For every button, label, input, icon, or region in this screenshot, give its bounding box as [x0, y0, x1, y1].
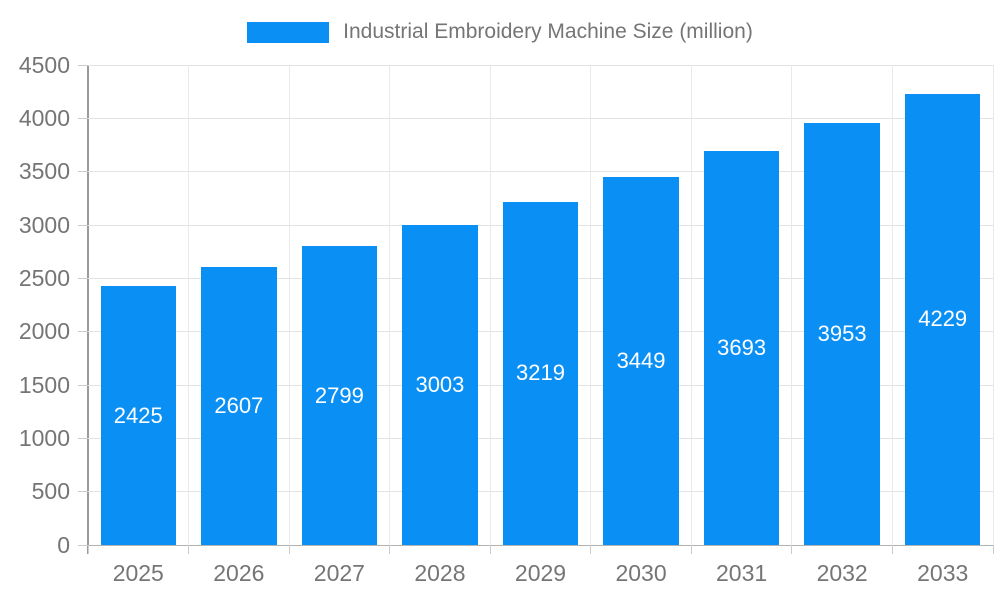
- y-axis-tick-label: 0: [57, 531, 70, 558]
- x-gridline: [288, 65, 290, 545]
- x-gridline: [389, 65, 391, 545]
- x-axis-tick-label: 2032: [816, 560, 868, 586]
- bar-value-label: 4229: [918, 306, 968, 332]
- x-axis-tick-label: 2030: [615, 560, 667, 586]
- y-gridline: [88, 171, 993, 173]
- bar-2030: 3449: [603, 177, 679, 545]
- x-gridline: [188, 65, 190, 545]
- x-axis-tick-label: 2033: [917, 560, 969, 586]
- bar-2031: 3693: [703, 151, 780, 545]
- y-axis-tick: [78, 437, 88, 439]
- y-axis-tick: [78, 64, 88, 66]
- x-axis-tick: [891, 545, 893, 554]
- x-axis-tick: [188, 545, 190, 554]
- y-axis-tick: [78, 117, 88, 119]
- x-axis-tick-label: 2026: [213, 560, 265, 586]
- bar-2029: 3219: [502, 201, 579, 545]
- x-axis-tick: [791, 545, 793, 554]
- y-axis-tick-label: 1500: [18, 371, 70, 398]
- bar-2027: 2799: [301, 246, 378, 545]
- y-gridline: [88, 117, 993, 119]
- y-axis-tick-label: 3000: [18, 211, 70, 238]
- x-gridline: [891, 65, 893, 545]
- x-axis-tick: [590, 545, 592, 554]
- y-axis-tick: [78, 544, 88, 546]
- bar-2028: 3003: [402, 224, 478, 545]
- x-axis-tick: [87, 545, 89, 554]
- x-axis-tick: [690, 545, 692, 554]
- x-gridline: [992, 65, 994, 545]
- x-axis-tick-label: 2031: [716, 560, 768, 586]
- y-axis-tick: [78, 331, 88, 333]
- x-gridline: [590, 65, 592, 545]
- y-axis-line: [87, 65, 89, 554]
- bar-value-label: 3003: [415, 371, 465, 397]
- x-axis-tick-label: 2028: [414, 560, 466, 586]
- bar-value-label: 3219: [516, 360, 565, 386]
- bar-value-label: 3693: [717, 335, 767, 361]
- chart-legend[interactable]: Industrial Embroidery Machine Size (mill…: [0, 20, 1000, 44]
- y-axis-tick: [78, 171, 88, 173]
- y-gridline: [88, 64, 993, 66]
- y-gridline: [88, 544, 993, 546]
- x-gridline: [690, 65, 692, 545]
- x-gridline: [489, 65, 491, 545]
- bar-value-label: 3449: [616, 348, 666, 374]
- x-axis-tick-label: 2025: [112, 560, 164, 586]
- x-axis-tick-label: 2029: [514, 560, 567, 586]
- bar-2033: 4229: [905, 93, 981, 545]
- y-axis-tick: [78, 277, 88, 279]
- bar-2025: 2425: [100, 286, 176, 545]
- y-axis-tick: [78, 224, 88, 226]
- x-axis-tick: [288, 545, 290, 554]
- y-axis-tick: [78, 491, 88, 493]
- y-axis-tick-label: 4500: [18, 51, 70, 78]
- bar-value-label: 3953: [817, 321, 867, 347]
- y-axis-tick-label: 2000: [18, 318, 70, 345]
- legend-label: Industrial Embroidery Machine Size (mill…: [343, 20, 753, 43]
- y-axis-tick-label: 4000: [18, 104, 70, 131]
- y-axis-tick-label: 1000: [18, 424, 70, 451]
- plot-area: 2425 2607 2799 3003 3219 3449 3693 3953 4229: [88, 64, 994, 546]
- x-axis-tick: [389, 545, 391, 554]
- y-axis-tick-label: 500: [31, 478, 70, 505]
- x-axis-tick: [489, 545, 491, 554]
- bar-value-label: 2607: [214, 392, 264, 418]
- x-gridline: [791, 65, 793, 545]
- legend-swatch: [247, 21, 330, 43]
- y-axis-tick-label: 3500: [18, 158, 70, 185]
- bar-2032: 3953: [804, 123, 880, 545]
- x-axis-tick-label: 2027: [313, 560, 365, 586]
- bar-value-label: 2425: [113, 402, 163, 428]
- y-axis-tick-label: 2500: [18, 264, 70, 291]
- bar-2026: 2607: [201, 266, 277, 545]
- bar-value-label: 2799: [314, 382, 364, 408]
- x-axis-tick: [992, 545, 994, 554]
- y-axis-tick: [78, 384, 88, 386]
